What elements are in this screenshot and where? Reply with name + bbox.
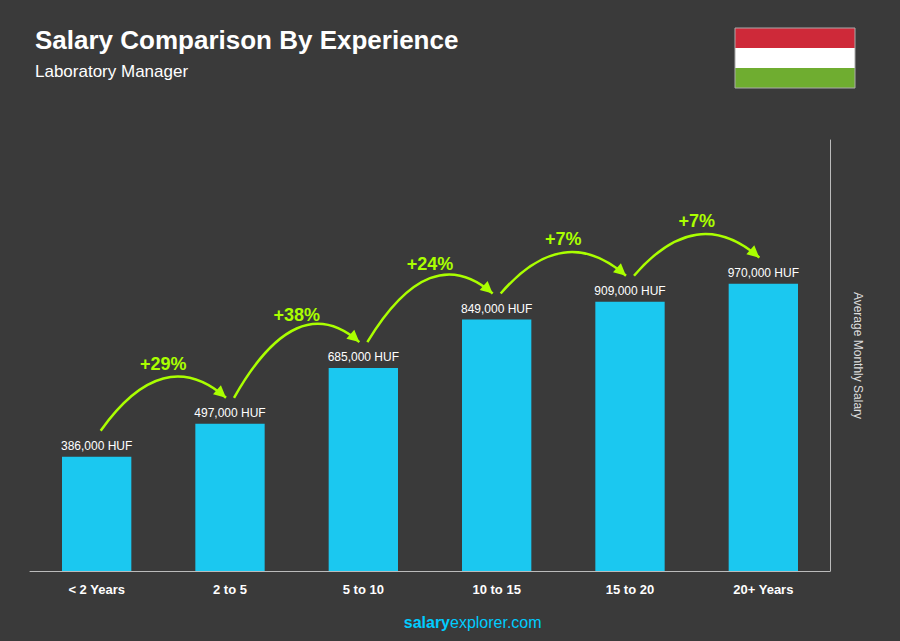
svg-text:909,000 HUF: 909,000 HUF [594,284,665,298]
svg-text:Average Monthly Salary: Average Monthly Salary [851,292,865,419]
svg-text:5 to 10: 5 to 10 [343,582,384,597]
svg-text:+29%: +29% [140,354,187,374]
svg-text:+38%: +38% [273,305,320,325]
svg-text:15 to 20: 15 to 20 [606,582,654,597]
svg-text:+7%: +7% [545,229,582,249]
svg-text:+7%: +7% [678,211,715,231]
svg-text:explorer.com: explorer.com [450,614,542,631]
svg-text:970,000 HUF: 970,000 HUF [728,266,799,280]
svg-text:Salary Comparison By Experienc: Salary Comparison By Experience [35,25,458,55]
svg-text:849,000 HUF: 849,000 HUF [461,302,532,316]
svg-text:Laboratory Manager: Laboratory Manager [35,62,188,81]
svg-text:2 to 5: 2 to 5 [213,582,247,597]
svg-text:685,000 HUF: 685,000 HUF [328,350,399,364]
svg-text:20+ Years: 20+ Years [733,582,793,597]
svg-text:386,000 HUF: 386,000 HUF [61,439,132,453]
svg-text:497,000 HUF: 497,000 HUF [194,406,265,420]
svg-text:salary: salary [404,614,450,631]
svg-text:10 to 15: 10 to 15 [472,582,520,597]
svg-text:< 2 Years: < 2 Years [68,582,125,597]
svg-text:+24%: +24% [407,254,454,274]
